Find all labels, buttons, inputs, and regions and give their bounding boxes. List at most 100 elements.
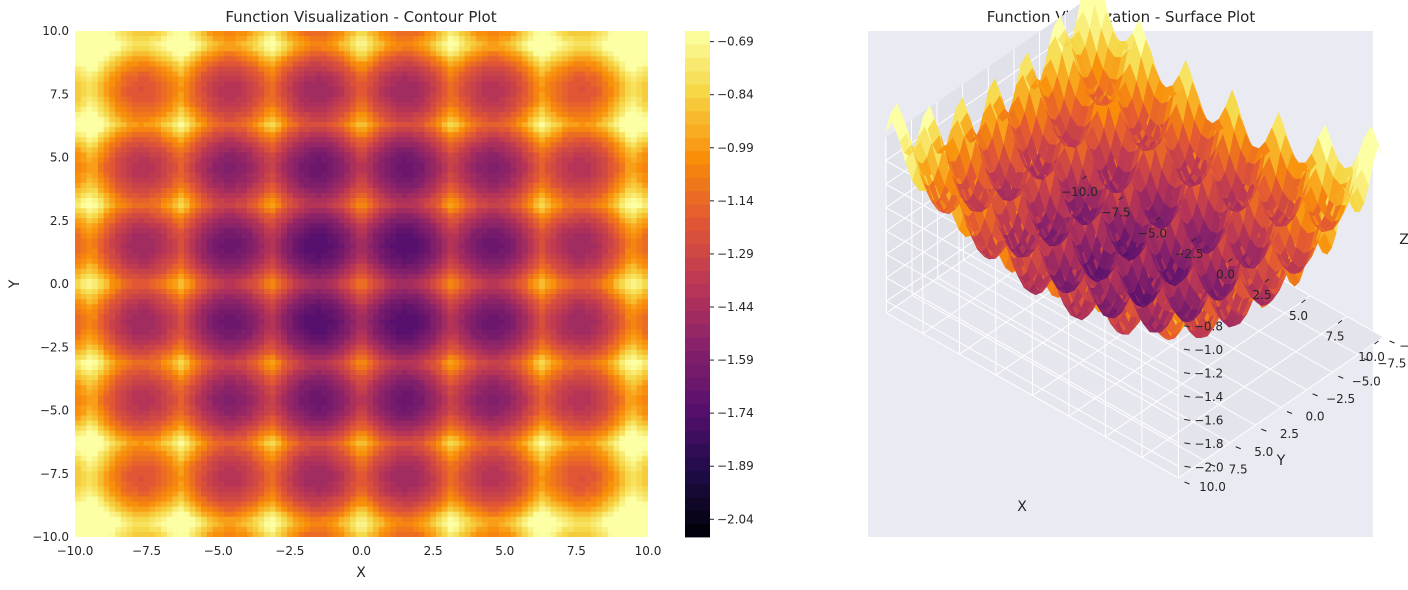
heatmap-cell bbox=[453, 142, 459, 148]
heatmap-cell bbox=[287, 127, 293, 133]
heatmap-cell bbox=[362, 173, 368, 179]
heatmap-cell bbox=[104, 198, 110, 204]
heatmap-cell bbox=[373, 31, 379, 37]
heatmap-cell bbox=[109, 56, 115, 62]
heatmap-cell bbox=[350, 137, 356, 143]
heatmap-cell bbox=[310, 36, 316, 42]
heatmap-cell bbox=[488, 92, 494, 98]
heatmap-cell bbox=[132, 137, 138, 143]
heatmap-cell bbox=[172, 77, 178, 83]
heatmap-cell bbox=[287, 158, 293, 164]
heatmap-cell bbox=[562, 173, 568, 179]
heatmap-cell bbox=[510, 173, 516, 179]
heatmap-cell bbox=[579, 152, 585, 158]
heatmap-cell bbox=[310, 188, 316, 194]
heatmap-cell bbox=[631, 259, 637, 265]
heatmap-cell bbox=[161, 223, 167, 229]
heatmap-cell bbox=[608, 223, 614, 229]
heatmap-cell bbox=[384, 233, 390, 239]
heatmap-cell bbox=[144, 213, 150, 219]
heatmap-cell bbox=[425, 223, 431, 229]
heatmap-cell bbox=[362, 163, 368, 169]
heatmap-cell bbox=[161, 132, 167, 138]
heatmap-cell bbox=[465, 117, 471, 123]
heatmap-cell bbox=[402, 203, 408, 209]
heatmap-cell bbox=[413, 233, 419, 239]
heatmap-cell bbox=[316, 87, 322, 93]
heatmap-cell bbox=[109, 183, 115, 189]
heatmap-cell bbox=[195, 152, 201, 158]
heatmap-cell bbox=[310, 112, 316, 118]
heatmap-cell bbox=[362, 218, 368, 224]
heatmap-cell bbox=[413, 127, 419, 133]
heatmap-cell bbox=[218, 36, 224, 42]
heatmap-cell bbox=[505, 122, 511, 128]
heatmap-cell bbox=[75, 147, 81, 153]
heatmap-cell bbox=[224, 238, 230, 244]
heatmap-cell bbox=[75, 228, 81, 234]
heatmap-cell bbox=[642, 163, 648, 169]
heatmap-cell bbox=[579, 41, 585, 47]
heatmap-cell bbox=[390, 259, 396, 265]
heatmap-cell bbox=[373, 188, 379, 194]
heatmap-cell bbox=[602, 244, 608, 250]
heatmap-cell bbox=[545, 213, 551, 219]
heatmap-cell bbox=[339, 56, 345, 62]
heatmap-cell bbox=[505, 183, 511, 189]
heatmap-cell bbox=[138, 112, 144, 118]
heatmap-cell bbox=[287, 264, 293, 270]
heatmap-cell bbox=[75, 223, 81, 229]
heatmap-cell bbox=[230, 213, 236, 219]
heatmap-cell bbox=[258, 152, 264, 158]
heatmap-cell bbox=[115, 269, 121, 275]
heatmap-cell bbox=[390, 193, 396, 199]
heatmap-cell bbox=[161, 203, 167, 209]
heatmap-cell bbox=[235, 77, 241, 83]
heatmap-cell bbox=[539, 41, 545, 47]
heatmap-cell bbox=[86, 244, 92, 250]
heatmap-cell bbox=[155, 87, 161, 93]
heatmap-cell bbox=[276, 51, 282, 57]
heatmap-cell bbox=[545, 137, 551, 143]
heatmap-cell bbox=[631, 188, 637, 194]
heatmap-cell bbox=[270, 163, 276, 169]
heatmap-cell bbox=[264, 107, 270, 113]
heatmap-cell bbox=[585, 46, 591, 52]
heatmap-cell bbox=[121, 61, 127, 67]
heatmap-cell bbox=[367, 264, 373, 270]
heatmap-cell bbox=[92, 152, 98, 158]
heatmap-cell bbox=[482, 203, 488, 209]
heatmap-cell bbox=[356, 117, 362, 123]
heatmap-cell bbox=[510, 122, 516, 128]
heatmap-cell bbox=[144, 66, 150, 72]
heatmap-cell bbox=[545, 97, 551, 103]
heatmap-cell bbox=[407, 244, 413, 250]
heatmap-cell bbox=[591, 244, 597, 250]
heatmap-cell bbox=[350, 41, 356, 47]
heatmap-cell bbox=[98, 264, 104, 270]
heatmap-cell bbox=[310, 107, 316, 113]
heatmap-cell bbox=[470, 137, 476, 143]
heatmap-cell bbox=[253, 97, 259, 103]
heatmap-cell bbox=[476, 71, 482, 77]
heatmap-cell bbox=[631, 31, 637, 37]
heatmap-cell bbox=[172, 178, 178, 184]
heatmap-cell bbox=[339, 41, 345, 47]
heatmap-cell bbox=[98, 87, 104, 93]
heatmap-cell bbox=[556, 142, 562, 148]
heatmap-cell bbox=[356, 223, 362, 229]
heatmap-cell bbox=[585, 163, 591, 169]
heatmap-cell bbox=[356, 244, 362, 250]
heatmap-cell bbox=[562, 233, 568, 239]
heatmap-cell bbox=[304, 208, 310, 214]
heatmap-cell bbox=[213, 168, 219, 174]
heatmap-cell bbox=[637, 188, 643, 194]
heatmap-cell bbox=[551, 127, 557, 133]
heatmap-cell bbox=[247, 254, 253, 260]
heatmap-cell bbox=[390, 228, 396, 234]
heatmap-cell bbox=[447, 218, 453, 224]
heatmap-cell bbox=[602, 254, 608, 260]
heatmap-cell bbox=[465, 183, 471, 189]
heatmap-cell bbox=[528, 41, 534, 47]
heatmap-cell bbox=[104, 188, 110, 194]
